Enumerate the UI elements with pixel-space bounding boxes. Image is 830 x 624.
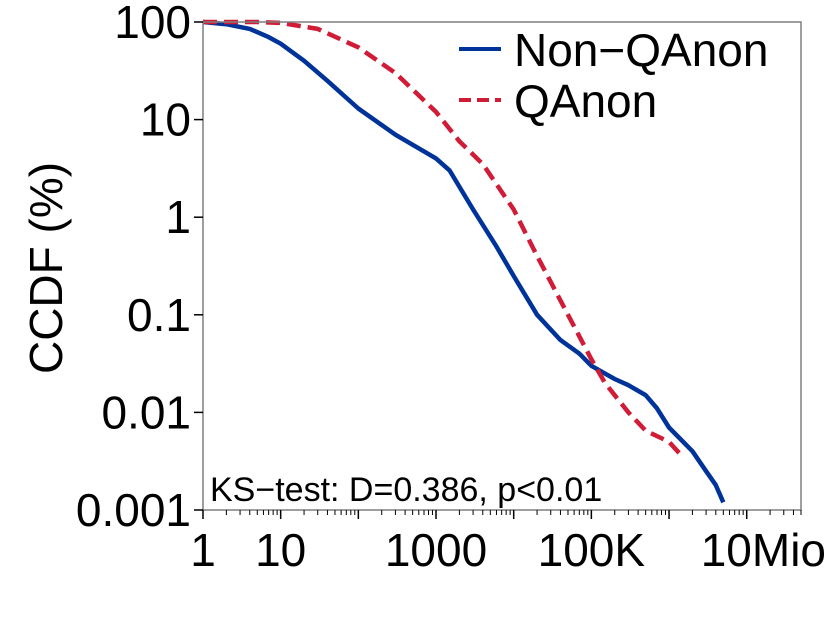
y-tick-label: 1 — [165, 191, 191, 243]
series-line-non-qanon — [202, 19, 726, 504]
x-tick-labels: 1 10 1000 100K 10Mio — [190, 524, 826, 576]
y-tick-label: 0.001 — [76, 484, 191, 536]
legend: Non−QAnon QAnon — [459, 24, 768, 127]
y-tick-label: 10 — [140, 94, 191, 146]
y-tick-label: 100 — [114, 0, 191, 48]
x-tick-label: 1000 — [385, 524, 487, 576]
x-tick-label: 10 — [255, 524, 306, 576]
plot-frame — [202, 21, 802, 511]
legend-label-non-qanon: Non−QAnon — [514, 24, 768, 76]
series-curves — [202, 19, 726, 504]
y-tick-label: 0.01 — [101, 386, 191, 438]
series-line-qanon — [203, 19, 685, 459]
legend-label-qanon: QAnon — [514, 75, 657, 127]
x-tick-label: 100K — [538, 524, 646, 576]
y-axis-title: CCDF (%) — [20, 162, 72, 374]
x-tick-label: 1 — [190, 524, 216, 576]
x-tick-label: 10Mio — [701, 524, 826, 576]
ks-test-annotation: KS−test: D=0.386, p<0.01 — [210, 471, 602, 509]
y-tick-labels: 100 10 1 0.1 0.01 0.001 — [76, 0, 191, 536]
y-tick-label: 0.1 — [127, 289, 191, 341]
axis-ticks — [194, 21, 802, 519]
